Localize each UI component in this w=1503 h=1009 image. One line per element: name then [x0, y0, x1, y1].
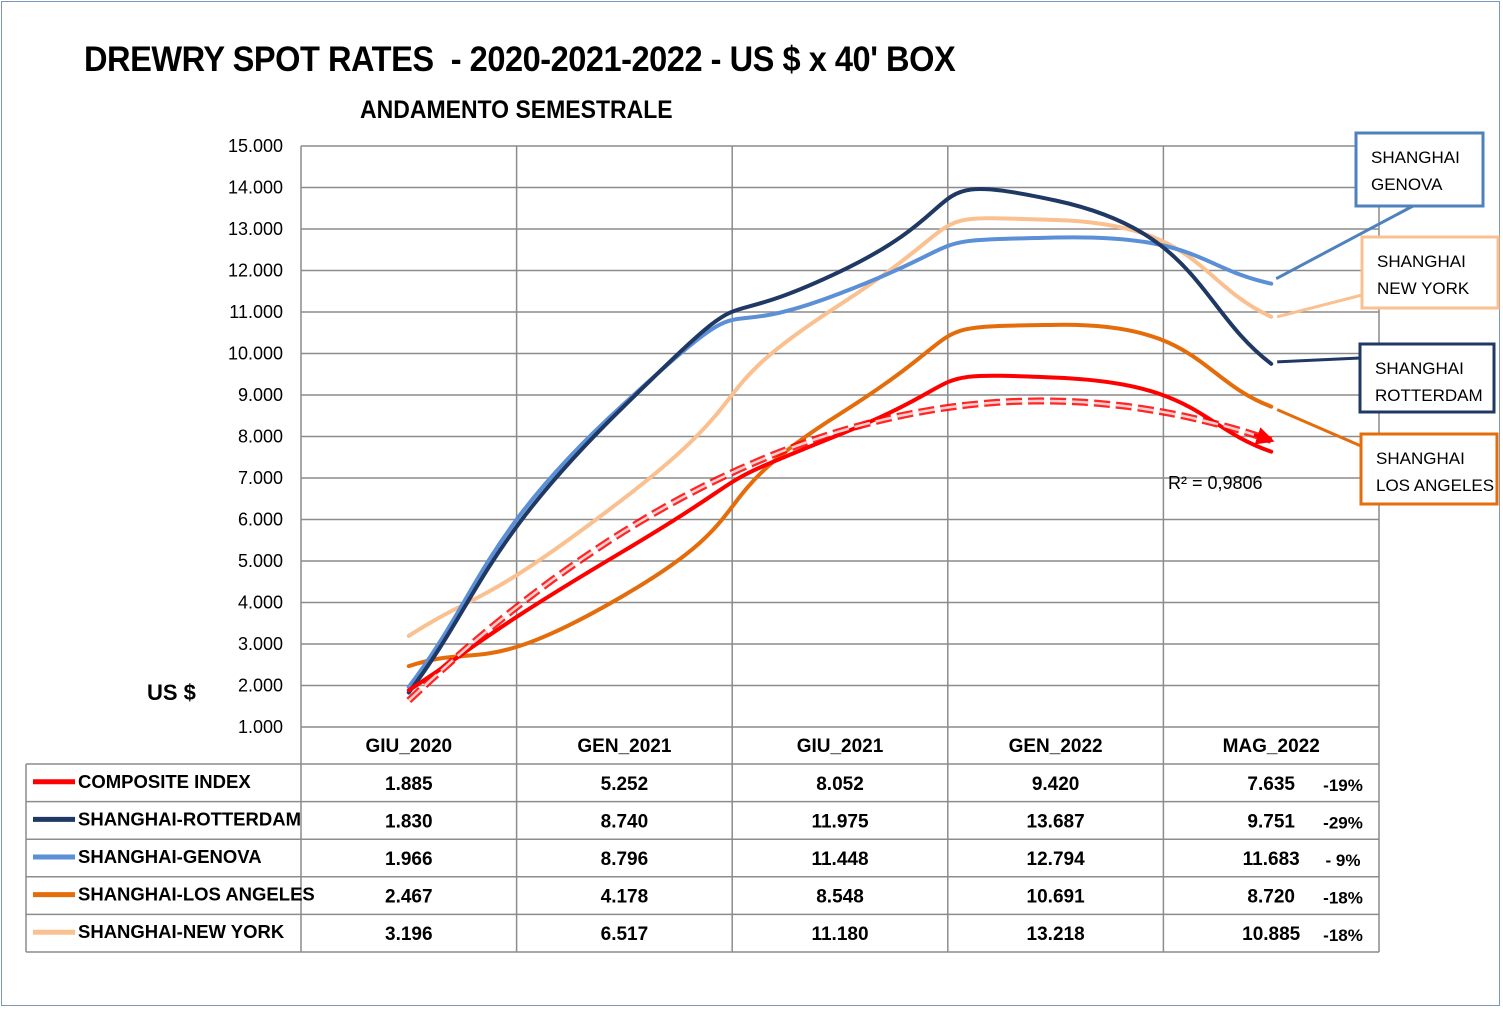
series-name: COMPOSITE INDEX	[78, 771, 251, 792]
callout-text: ROTTERDAM	[1375, 386, 1483, 405]
trendline	[406, 397, 1275, 704]
callout-box	[1358, 342, 1496, 414]
series-line-shanghai-los-angeles	[406, 322, 1274, 669]
r2-label: R² = 0,9806	[1168, 473, 1263, 493]
data-label: 13.218	[1027, 924, 1085, 945]
callouts: SHANGHAI GENOVA SHANGHAI NEW YORK SHANGHAI RO…	[1275, 131, 1500, 506]
series-line-composite-index	[406, 373, 1274, 693]
data-label: 1.885	[385, 774, 433, 795]
data-table: GIU_2020 GEN_2021 GIU_2021 GEN_2022 MAG_2022…	[25, 727, 1380, 953]
y-tick-label: 13.000	[228, 219, 283, 239]
data-label: 5.252	[601, 774, 649, 795]
data-label: 9.751	[1247, 811, 1295, 832]
data-label: 1.830	[385, 811, 433, 832]
data-label: 7.635	[1247, 774, 1295, 795]
callout-leader	[1277, 356, 1361, 364]
series-line-shanghai-new-york	[406, 216, 1274, 638]
y-tick-label: 7.000	[238, 468, 283, 488]
data-label: 12.794	[1027, 849, 1086, 870]
series-name: SHANGHAI-NEW YORK	[78, 921, 285, 942]
callout-text: SHANGHAI	[1377, 252, 1466, 271]
data-label: 13.687	[1027, 811, 1085, 832]
series-name: SHANGHAI-GENOVA	[78, 846, 262, 867]
trendline-arrow	[1253, 427, 1275, 445]
data-label: 8.740	[601, 811, 649, 832]
change-label: -18%	[1323, 926, 1363, 945]
y-tick-label: 5.000	[238, 551, 283, 571]
data-label: 8.052	[816, 774, 864, 795]
y-axis-label: US $	[147, 680, 196, 705]
data-label: 4.178	[601, 887, 649, 908]
x-tick-label: GIU_2021	[797, 736, 884, 757]
data-label: 8.720	[1247, 887, 1295, 908]
series-name: SHANGHAI-ROTTERDAM	[78, 808, 301, 829]
y-tick-label: 6.000	[238, 510, 283, 530]
callout-text: LOS ANGELES	[1376, 476, 1494, 495]
change-label: -19%	[1323, 776, 1363, 795]
change-label: -29%	[1323, 813, 1363, 832]
x-tick-label: GEN_2021	[577, 736, 671, 757]
y-tick-label: 12.000	[228, 261, 283, 281]
y-axis-ticks: 1.000 2.000 3.000 4.000 5.000 6.000 7.000 8.000…	[228, 136, 283, 737]
y-tick-label: 15.000	[228, 136, 283, 156]
data-label: 3.196	[385, 924, 433, 945]
chart-subtitle: ANDAMENTO SEMESTRALE	[360, 96, 673, 124]
data-label: 10.885	[1242, 924, 1301, 945]
callout-leader	[1276, 408, 1362, 448]
trendline-inner	[407, 399, 1272, 702]
data-label: 8.796	[601, 849, 649, 870]
data-label: 6.517	[601, 924, 649, 945]
callout-box	[1360, 235, 1500, 310]
change-label: - 9%	[1326, 851, 1361, 870]
series-line-shanghai-rotterdam	[406, 186, 1274, 695]
y-tick-label: 1.000	[238, 717, 283, 737]
y-tick-label: 8.000	[238, 427, 283, 447]
callout-text: SHANGHAI	[1375, 359, 1464, 378]
data-label: 1.966	[385, 849, 433, 870]
callout-leader	[1275, 204, 1414, 280]
data-label: 2.467	[385, 887, 433, 908]
y-tick-label: 3.000	[238, 634, 283, 654]
series-line-shanghai-genova	[406, 235, 1274, 689]
callout-leader	[1276, 293, 1363, 319]
data-label: 8.548	[816, 887, 864, 908]
y-tick-label: 9.000	[238, 385, 283, 405]
y-tick-label: 14.000	[228, 178, 283, 198]
callout-text: NEW YORK	[1377, 279, 1470, 298]
data-label: 11.683	[1243, 849, 1300, 870]
y-tick-label: 10.000	[228, 344, 283, 364]
data-label: 11.180	[811, 924, 868, 945]
x-tick-label: MAG_2022	[1223, 736, 1320, 757]
change-label: -18%	[1323, 889, 1363, 908]
y-tick-label: 4.000	[238, 593, 283, 613]
callout-text: SHANGHAI	[1376, 449, 1465, 468]
y-tick-label: 2.000	[238, 676, 283, 696]
data-label: 11.448	[811, 849, 868, 870]
data-label: 11.975	[811, 811, 868, 832]
callout-text: SHANGHAI	[1371, 148, 1460, 167]
grid	[300, 145, 1380, 728]
series-name: SHANGHAI-LOS ANGELES	[78, 884, 315, 905]
data-label: 10.691	[1027, 887, 1086, 908]
trendline-outer	[406, 397, 1273, 704]
callout-box	[1354, 131, 1485, 208]
y-tick-label: 11.000	[229, 302, 283, 322]
callout-text: GENOVA	[1371, 175, 1443, 194]
data-label: 9.420	[1032, 774, 1080, 795]
x-tick-label: GEN_2022	[1009, 736, 1103, 757]
x-tick-label: GIU_2020	[365, 736, 452, 757]
series-lines	[406, 186, 1274, 695]
callout-box	[1359, 432, 1499, 506]
chart-title: DREWRY SPOT RATES - 2020-2021-2022 - US …	[84, 40, 956, 79]
